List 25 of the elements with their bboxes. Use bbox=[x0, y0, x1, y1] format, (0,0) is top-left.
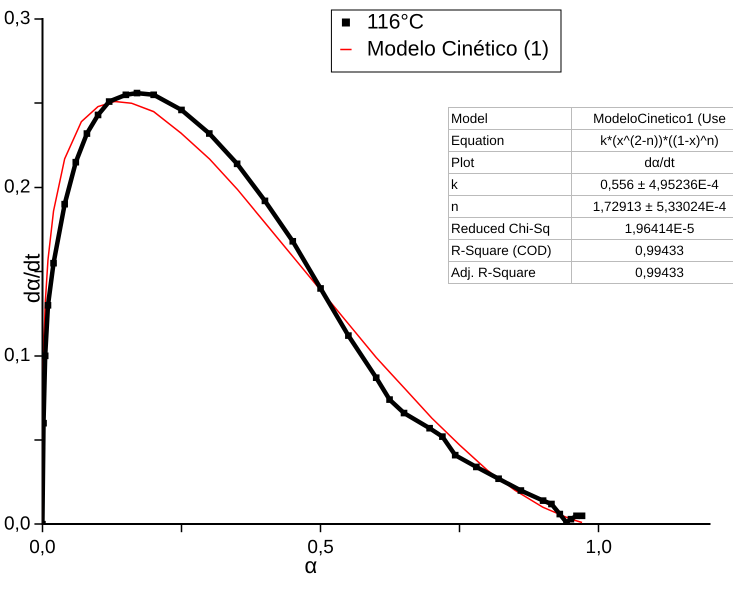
x-tick-label: 0,0 bbox=[29, 536, 56, 558]
annotation: dα/dt bbox=[572, 152, 733, 174]
legend-label: Modelo Cinético (1) bbox=[366, 37, 550, 60]
annotation: 0,99433 bbox=[572, 240, 733, 262]
y-tick-label: 0,0 bbox=[4, 513, 30, 534]
annotation: Adj. R-Square bbox=[448, 262, 572, 284]
x-tick-label: 1,0 bbox=[586, 536, 612, 558]
annotation: n bbox=[448, 196, 572, 218]
y-tick-label: 0,2 bbox=[4, 176, 30, 198]
legend-label: 116°C bbox=[366, 10, 424, 34]
annotation: Reduced Chi-Sq bbox=[448, 218, 572, 240]
annotation: 1,96414E-5 bbox=[572, 218, 733, 240]
annotation: 0,99433 bbox=[572, 262, 733, 284]
y-tick-label: 0,1 bbox=[4, 345, 30, 366]
annotation: k*(x^(2-n))*((1-x)^n) bbox=[572, 130, 733, 152]
annotation: 0,556 ± 4,95236E-4 bbox=[572, 174, 733, 196]
annotation: Model bbox=[448, 108, 572, 130]
annotation: Equation bbox=[448, 130, 572, 152]
y-axis-title: dα/dt bbox=[20, 254, 46, 304]
annotation: 1,72913 ± 5,33024E-4 bbox=[572, 196, 733, 218]
annotation: ModeloCinetico1 (Use bbox=[572, 108, 733, 130]
annotation: Plot bbox=[448, 152, 572, 174]
y-tick-label: 0,3 bbox=[4, 8, 30, 30]
annotation: R-Square (COD) bbox=[448, 240, 572, 262]
annotation: k bbox=[448, 174, 572, 196]
